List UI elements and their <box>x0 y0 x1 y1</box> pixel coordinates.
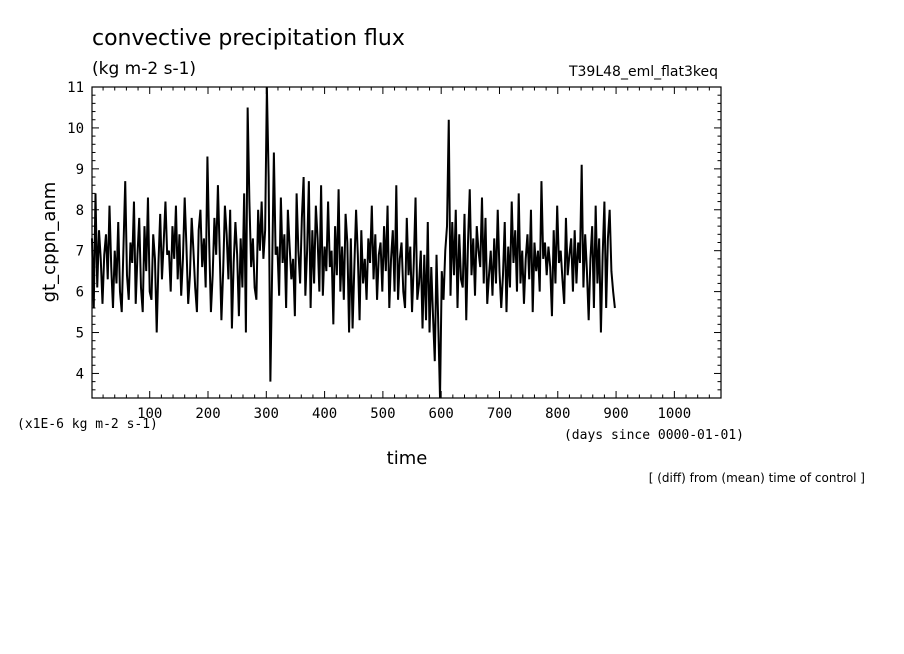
y-tick-label: 4 <box>76 366 84 382</box>
x-tick-label: 1000 <box>658 406 692 422</box>
x-axis-label: time <box>387 448 428 469</box>
y-tick-label: 7 <box>76 244 84 260</box>
x-tick-label: 500 <box>370 406 395 422</box>
y-scale-note: (x1E-6 kg m-2 s-1) <box>17 417 158 432</box>
x-tick-label: 800 <box>545 406 570 422</box>
x-tick-label: 600 <box>429 406 454 422</box>
y-tick-label: 8 <box>76 203 84 219</box>
run-label: T39L48_eml_flat3keq <box>568 64 718 80</box>
footnote: [ (diff) from (mean) time of control ] <box>649 471 865 485</box>
y-tick-label: 9 <box>76 162 84 178</box>
x-tick-label: 100 <box>137 406 162 422</box>
x-tick-label: 200 <box>195 406 220 422</box>
y-tick-labels: 4 5 6 7 8 9 10 11 <box>67 80 84 382</box>
x-tick-label: 700 <box>487 406 512 422</box>
x-tick-labels: 100 200 300 400 500 600 700 800 900 1000 <box>137 406 691 422</box>
y-tick-label: 5 <box>76 326 84 342</box>
y-tick-label: 11 <box>67 80 84 96</box>
chart-units: (kg m-2 s-1) <box>92 59 196 79</box>
y-axis-label: gt_cppn_anm <box>39 182 60 303</box>
x-axis-units: (days since 0000-01-01) <box>564 428 744 443</box>
x-tick-label: 900 <box>603 406 628 422</box>
y-tick-label: 10 <box>67 121 84 137</box>
plot-area: 100 200 300 400 500 600 700 800 900 1000 4 5 6 7 8 9 10… <box>67 80 722 422</box>
y-tick-label: 6 <box>76 285 84 301</box>
x-tick-label: 300 <box>254 406 279 422</box>
chart-title: convective precipitation flux <box>92 26 405 51</box>
series-line <box>91 86 616 399</box>
x-tick-label: 400 <box>312 406 337 422</box>
